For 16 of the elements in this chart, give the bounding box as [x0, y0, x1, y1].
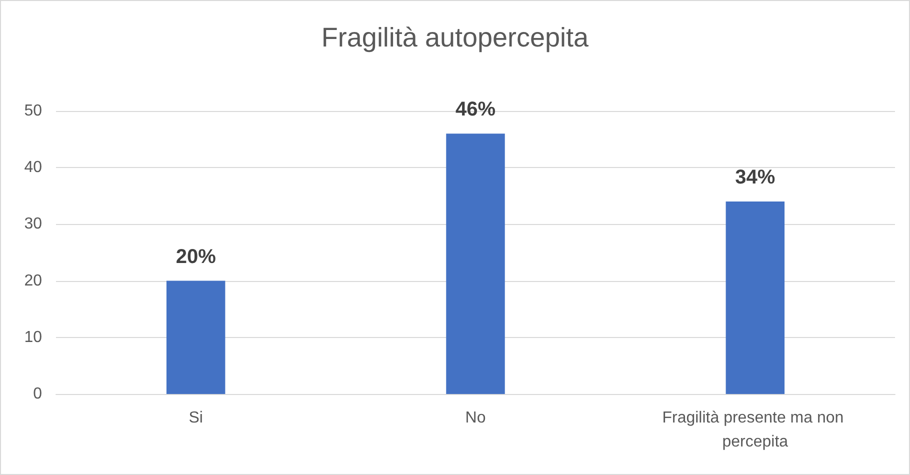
bar	[166, 280, 226, 394]
y-tick-label: 10	[24, 328, 42, 346]
data-label: 46%	[455, 98, 496, 121]
y-tick-label: 0	[33, 386, 42, 402]
chart-title: Fragilità autopercepita	[321, 22, 590, 52]
y-tick-label: 40	[24, 159, 42, 176]
y-tick-label: 20	[24, 272, 42, 290]
y-tick-label: 30	[24, 216, 42, 233]
data-label: 20%	[176, 246, 216, 268]
bar	[726, 202, 785, 394]
y-tick-label: 50	[24, 102, 42, 120]
bar	[446, 134, 505, 394]
x-tick-label: No	[465, 410, 486, 426]
x-tick-label: Fragilità presente ma non percepita	[662, 410, 848, 450]
data-label: 34%	[735, 166, 776, 189]
x-tick-label: Si	[188, 410, 203, 426]
